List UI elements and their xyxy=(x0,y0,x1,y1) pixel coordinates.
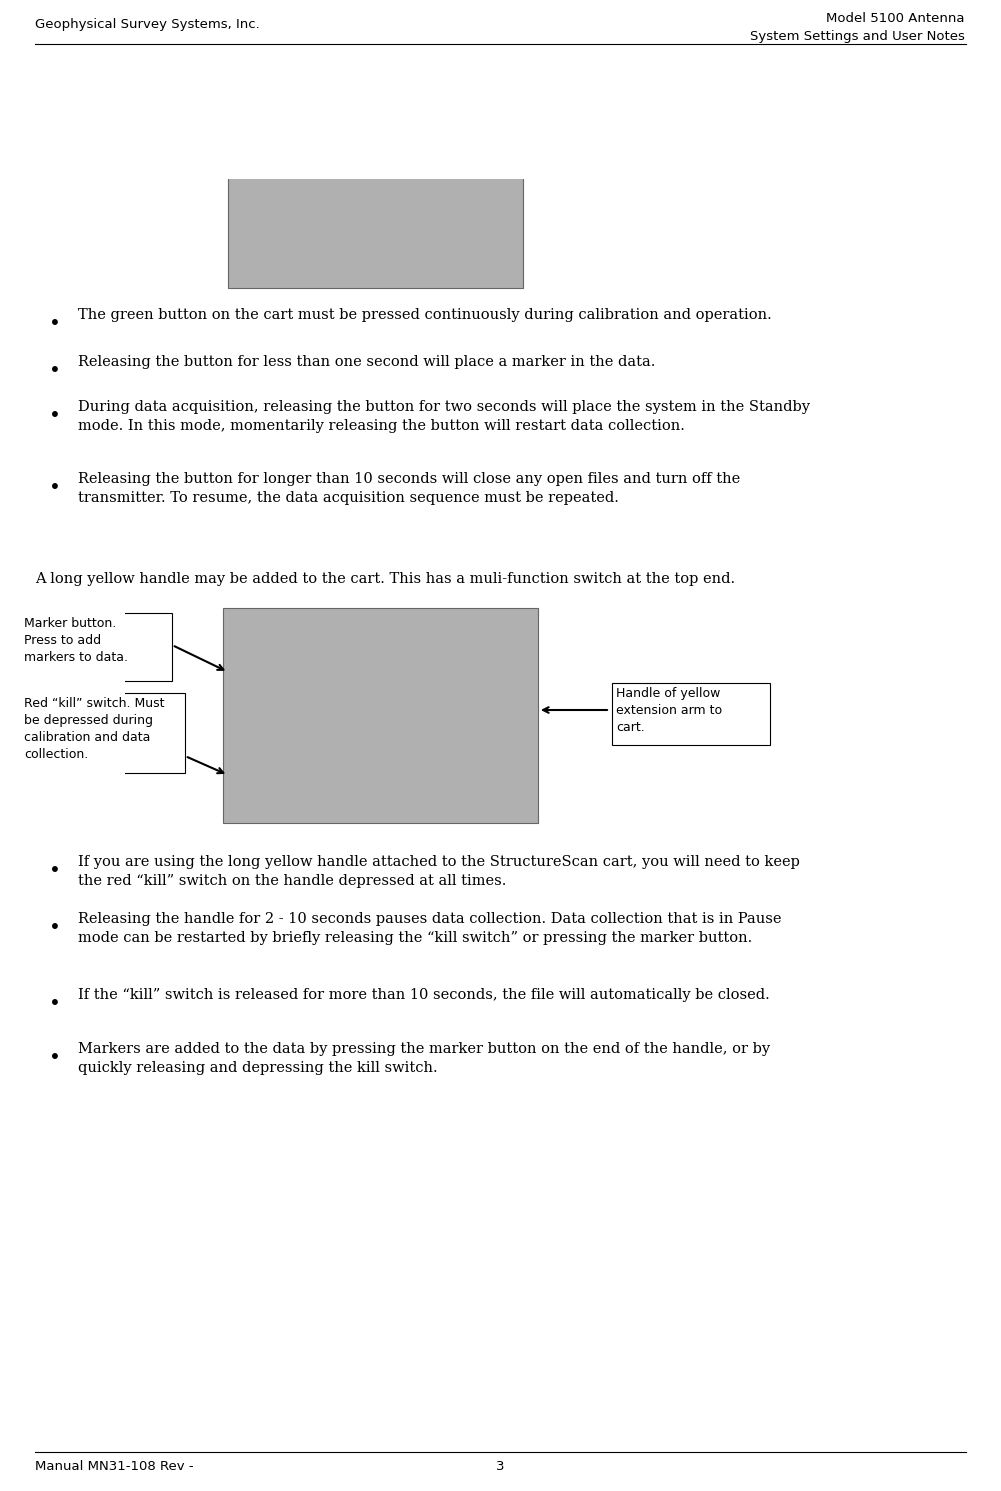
Text: Releasing the button for less than one second will place a marker in the data.: Releasing the button for less than one s… xyxy=(78,355,656,368)
Text: Marker button.
Press to add
markers to data.: Marker button. Press to add markers to d… xyxy=(24,617,128,663)
Text: A long yellow handle may be added to the cart. This has a muli-function switch a: A long yellow handle may be added to the… xyxy=(35,573,735,586)
Text: 3: 3 xyxy=(495,1460,505,1473)
FancyBboxPatch shape xyxy=(20,693,185,772)
Text: Releasing the handle for 2 - 10 seconds pauses data collection. Data collection : Releasing the handle for 2 - 10 seconds … xyxy=(78,912,782,945)
Text: Markers are added to the data by pressing the marker button on the end of the ha: Markers are added to the data by pressin… xyxy=(78,1042,770,1075)
Text: •: • xyxy=(49,860,61,880)
Text: The green button on the cart must be pressed continuously during calibration and: The green button on the cart must be pre… xyxy=(78,309,772,322)
Text: During data acquisition, releasing the button for two seconds will place the sys: During data acquisition, releasing the b… xyxy=(78,400,810,432)
Text: Manual MN31-108 Rev -: Manual MN31-108 Rev - xyxy=(35,1460,193,1473)
Text: •: • xyxy=(49,479,61,497)
Text: System Settings and User Notes: System Settings and User Notes xyxy=(750,30,965,43)
Text: •: • xyxy=(49,361,61,380)
Text: Model 5100 Antenna: Model 5100 Antenna xyxy=(827,12,965,25)
Text: Geophysical Survey Systems, Inc.: Geophysical Survey Systems, Inc. xyxy=(35,18,259,31)
Text: •: • xyxy=(49,315,61,332)
Text: •: • xyxy=(49,1048,61,1068)
Text: Releasing the button for longer than 10 seconds will close any open files and tu: Releasing the button for longer than 10 … xyxy=(78,473,741,505)
Text: Handle of yellow
extension arm to
cart.: Handle of yellow extension arm to cart. xyxy=(616,687,722,734)
Text: If the “kill” switch is released for more than 10 seconds, the file will automat: If the “kill” switch is released for mor… xyxy=(78,989,770,1002)
FancyBboxPatch shape xyxy=(20,613,172,681)
FancyBboxPatch shape xyxy=(228,48,523,288)
FancyBboxPatch shape xyxy=(612,683,770,746)
Text: Red “kill” switch. Must
be depressed during
calibration and data
collection.: Red “kill” switch. Must be depressed dur… xyxy=(24,696,164,760)
Text: •: • xyxy=(49,406,61,425)
FancyBboxPatch shape xyxy=(223,608,538,823)
Text: •: • xyxy=(49,994,61,1012)
Text: If you are using the long yellow handle attached to the StructureScan cart, you : If you are using the long yellow handle … xyxy=(78,854,800,889)
Text: •: • xyxy=(49,918,61,936)
